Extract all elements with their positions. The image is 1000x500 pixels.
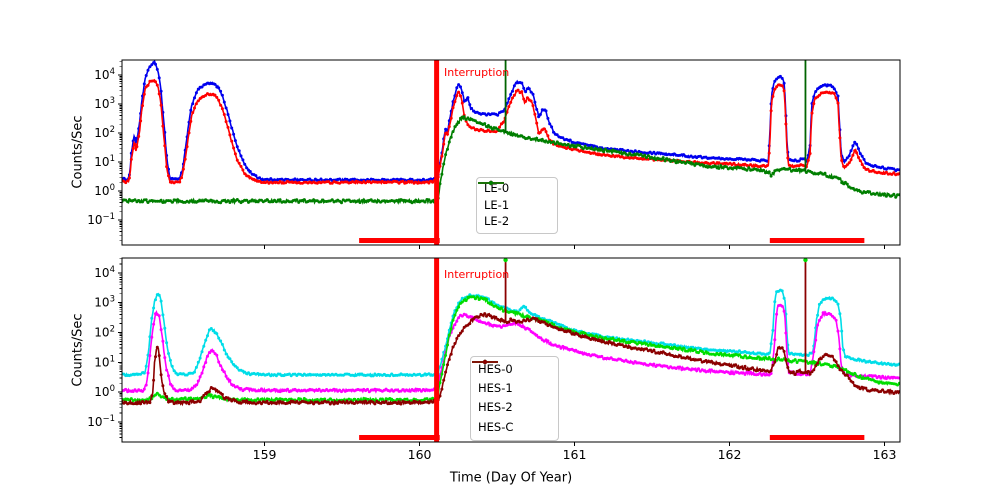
x-tick-label: 160 [408, 447, 432, 462]
glitch-spike-top-dot [503, 258, 508, 263]
y-tick-label: 102 [94, 125, 115, 140]
legend-line-sample [478, 180, 504, 186]
x-tick-label: 161 [563, 447, 587, 462]
legend-top: LE-0 LE-1 LE-2 [476, 177, 558, 234]
y-tick-label: 101 [94, 154, 115, 169]
plot-frame [121, 257, 901, 443]
y-tick-label: 104 [94, 265, 115, 280]
y-tick-label: 10−1 [87, 414, 115, 429]
y-tick-label: 100 [94, 384, 115, 399]
plot-bottom: 104 103 102 101 100 10−1 159 160 161 162 163 [87, 257, 901, 462]
legend-label: LE-0 [484, 181, 510, 196]
legend-item-LE-2: LE-2 [478, 180, 551, 230]
interruption-annotation-top: Interruption [444, 66, 510, 79]
legend-label: HES-0 [478, 361, 513, 376]
x-tick-label: 159 [253, 447, 277, 462]
y-tick-label: 103 [94, 96, 115, 111]
outage-bar [359, 435, 440, 440]
y-tick-label: 102 [94, 325, 115, 340]
legend-bottom: HES-0 HES-1 HES-2 HES-C [470, 356, 559, 441]
plot-top: 104 103 102 101 100 10−1 [87, 59, 901, 249]
plot-frame [121, 59, 901, 246]
y-tick-label: 101 [94, 354, 115, 369]
y-tick-label: 10−1 [87, 212, 115, 227]
y-tick-label: 104 [94, 67, 115, 82]
y-axis-label-top: Counts/Sec [70, 115, 86, 189]
interruption-line [434, 258, 440, 442]
y-axis-label-bottom: Counts/Sec [70, 313, 86, 387]
legend-item-LE-1: LE-1 [478, 180, 551, 213]
y-tick-label: 100 [94, 183, 115, 198]
outage-bar [769, 435, 865, 440]
legend-item-HES-C: HES-C [472, 359, 552, 437]
legend-label: HES-1 [478, 381, 513, 396]
outage-bar [359, 238, 440, 243]
outage-bar [769, 238, 865, 243]
interruption-annotation-bottom: Interruption [444, 268, 510, 281]
x-tick-label: 162 [718, 447, 742, 462]
legend-label: LE-1 [484, 197, 510, 212]
x-axis-label: Time (Day Of Year) [449, 470, 573, 486]
legend-label: HES-2 [478, 400, 513, 415]
x-tick-label: 163 [873, 447, 897, 462]
glitch-spike-top-dot [803, 258, 808, 263]
legend-label: HES-C [478, 419, 514, 434]
y-tick-label: 103 [94, 295, 115, 310]
legend-line-sample [472, 359, 498, 365]
legend-item-HES-1: HES-1 [472, 359, 552, 398]
interruption-line [434, 60, 440, 245]
legend-item-HES-2: HES-2 [472, 359, 552, 418]
legend-label: LE-2 [484, 214, 510, 229]
